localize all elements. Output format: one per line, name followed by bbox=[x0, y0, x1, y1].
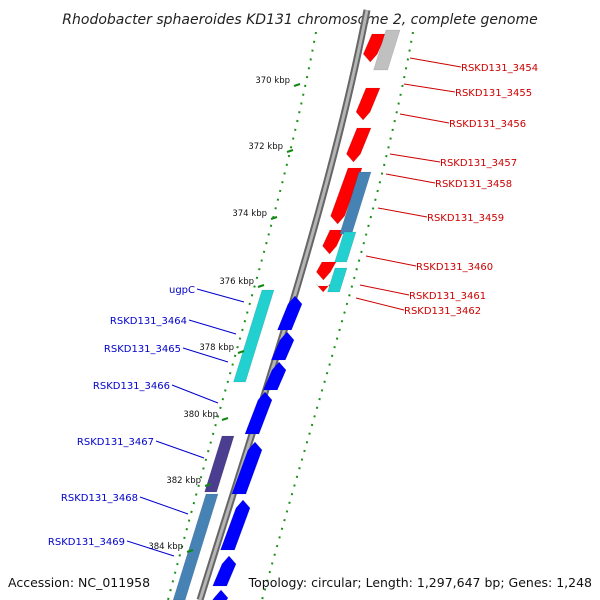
scale-tick-mark bbox=[237, 350, 245, 354]
scale-tick-label: 378 kbp bbox=[199, 343, 234, 353]
reverse-label-leader bbox=[155, 440, 205, 459]
forward-cds-block bbox=[346, 127, 372, 163]
reverse-gene-label: RSKD131_3469 bbox=[48, 537, 125, 548]
reverse-cds-block bbox=[231, 441, 263, 495]
outer-scale-ring bbox=[167, 31, 317, 600]
grey-feature-block bbox=[373, 29, 401, 71]
forward-label-leader bbox=[359, 284, 410, 296]
forward-label-leader bbox=[389, 153, 441, 163]
scale-tick-label: 374 kbp bbox=[232, 209, 267, 219]
scale-tick-label: 372 kbp bbox=[248, 142, 283, 152]
reverse-cds-block bbox=[262, 361, 287, 391]
forward-gene-label: RSKD131_3461 bbox=[409, 291, 486, 302]
forward-gene-label: RSKD131_3460 bbox=[416, 262, 493, 273]
forward-gene-label: RSKD131_3455 bbox=[455, 88, 532, 99]
reverse-cds-block bbox=[212, 555, 237, 587]
forward-gene-label: RSKD131_3454 bbox=[461, 63, 538, 74]
scale-tick-mark bbox=[257, 284, 265, 288]
reverse-gene-label: RSKD131_3466 bbox=[93, 381, 170, 392]
reverse-gene-label: RSKD131_3464 bbox=[110, 316, 187, 327]
rna-feature-block bbox=[334, 231, 357, 263]
forward-label-leader bbox=[385, 173, 436, 184]
scale-tick-mark bbox=[286, 149, 294, 153]
reverse-gene-label: RSKD131_3467 bbox=[77, 437, 154, 448]
forward-gene-label: RSKD131_3456 bbox=[449, 119, 526, 130]
scale-tick-mark bbox=[186, 549, 194, 553]
scale-tick-label: 382 kbp bbox=[166, 476, 201, 486]
accession-text: Accession: NC_011958 bbox=[8, 575, 150, 590]
reverse-gene-label: RSKD131_3465 bbox=[104, 344, 181, 355]
scale-tick-mark bbox=[221, 417, 229, 421]
reverse-label-leader bbox=[196, 288, 245, 303]
forward-gene-label: RSKD131_3458 bbox=[435, 179, 512, 190]
reverse-label-leader bbox=[182, 347, 229, 363]
rna-feature-block bbox=[327, 267, 348, 293]
scale-tick-label: 376 kbp bbox=[219, 277, 254, 287]
forward-gene-label: RSKD131_3457 bbox=[440, 158, 517, 169]
reverse-label-leader bbox=[171, 384, 219, 404]
forward-cds-block bbox=[362, 33, 387, 63]
purple-feature-block bbox=[204, 435, 235, 493]
scale-tick-label: 380 kbp bbox=[183, 410, 218, 420]
reverse-gene-label: ugpC bbox=[169, 285, 195, 296]
reverse-gene-label: RSKD131_3468 bbox=[61, 493, 138, 504]
reverse-cds-block bbox=[220, 499, 251, 551]
scale-tick-label: 384 kbp bbox=[148, 542, 183, 552]
forward-label-leader bbox=[409, 57, 462, 68]
reverse-cds-block bbox=[270, 331, 295, 361]
forward-gene-label: RSKD131_3462 bbox=[404, 306, 481, 317]
rna-feature-block bbox=[233, 289, 275, 383]
steel-blue-feature-block bbox=[172, 493, 219, 600]
reverse-label-leader bbox=[188, 319, 237, 335]
reverse-cds-block bbox=[212, 589, 229, 600]
forward-label-leader bbox=[403, 83, 456, 93]
scale-tick-label: 370 kbp bbox=[255, 76, 290, 86]
reverse-label-leader bbox=[139, 496, 189, 515]
forward-gene-label: RSKD131_3459 bbox=[427, 213, 504, 224]
forward-label-leader bbox=[399, 113, 450, 124]
reverse-cds-block bbox=[244, 391, 273, 435]
summary-text: Topology: circular; Length: 1,297,647 bp… bbox=[248, 575, 592, 590]
map-title: Rhodobacter sphaeroides KD131 chromosome… bbox=[62, 12, 537, 28]
reverse-label-leader bbox=[126, 540, 175, 557]
scale-tick-mark bbox=[270, 216, 278, 220]
forward-cds-block bbox=[355, 87, 381, 121]
forward-cds-block bbox=[330, 167, 363, 225]
scale-tick-mark bbox=[293, 83, 301, 87]
forward-cds-block bbox=[316, 261, 337, 281]
inner-scale-ring bbox=[261, 31, 414, 600]
forward-label-leader bbox=[355, 297, 405, 311]
genome-backbone bbox=[196, 9, 371, 600]
forward-label-leader bbox=[365, 255, 417, 267]
forward-label-leader bbox=[377, 207, 428, 218]
reverse-cds-block bbox=[277, 295, 303, 331]
scale-tick-mark bbox=[204, 483, 212, 487]
